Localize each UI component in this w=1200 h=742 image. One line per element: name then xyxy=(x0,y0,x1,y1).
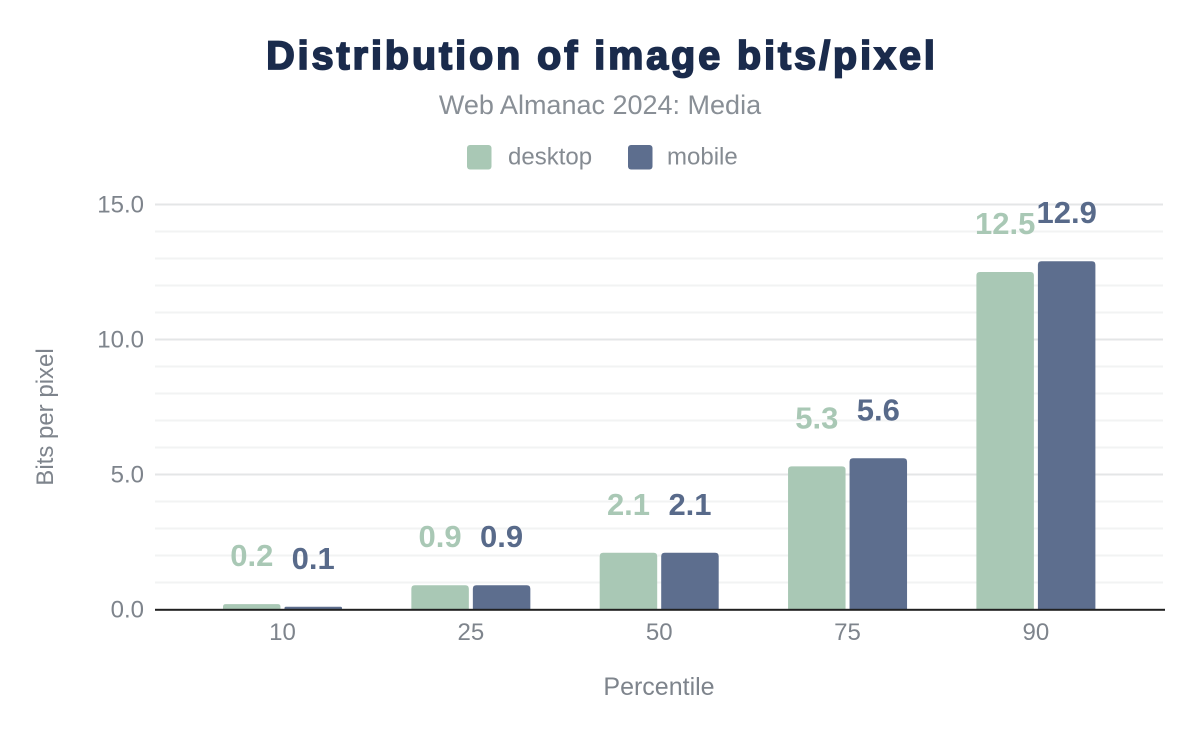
svg-text:Web Almanac 2024: Media: Web Almanac 2024: Media xyxy=(439,90,762,120)
svg-text:25: 25 xyxy=(458,619,485,646)
svg-text:12.9: 12.9 xyxy=(1037,195,1097,230)
svg-text:75: 75 xyxy=(834,619,861,646)
svg-text:0.2: 0.2 xyxy=(230,538,273,573)
svg-text:10: 10 xyxy=(269,619,296,646)
svg-text:Percentile: Percentile xyxy=(603,673,714,701)
svg-text:0.0: 0.0 xyxy=(111,597,144,624)
svg-text:10.0: 10.0 xyxy=(97,327,144,354)
svg-text:mobile: mobile xyxy=(667,144,738,171)
svg-text:0.1: 0.1 xyxy=(292,541,335,576)
svg-text:Bits per pixel: Bits per pixel xyxy=(32,348,59,485)
svg-text:5.6: 5.6 xyxy=(857,392,900,427)
svg-text:Distribution of image bits/pix: Distribution of image bits/pixel xyxy=(266,34,938,78)
svg-text:50: 50 xyxy=(646,619,673,646)
svg-text:desktop: desktop xyxy=(508,144,592,171)
svg-text:2.1: 2.1 xyxy=(607,487,650,522)
svg-text:90: 90 xyxy=(1023,619,1050,646)
svg-text:2.1: 2.1 xyxy=(668,487,711,522)
svg-text:15.0: 15.0 xyxy=(97,192,144,219)
svg-text:0.9: 0.9 xyxy=(419,519,462,554)
svg-text:0.9: 0.9 xyxy=(480,519,523,554)
svg-text:12.5: 12.5 xyxy=(975,206,1035,241)
svg-text:5.0: 5.0 xyxy=(111,462,144,489)
svg-text:5.3: 5.3 xyxy=(795,400,838,435)
